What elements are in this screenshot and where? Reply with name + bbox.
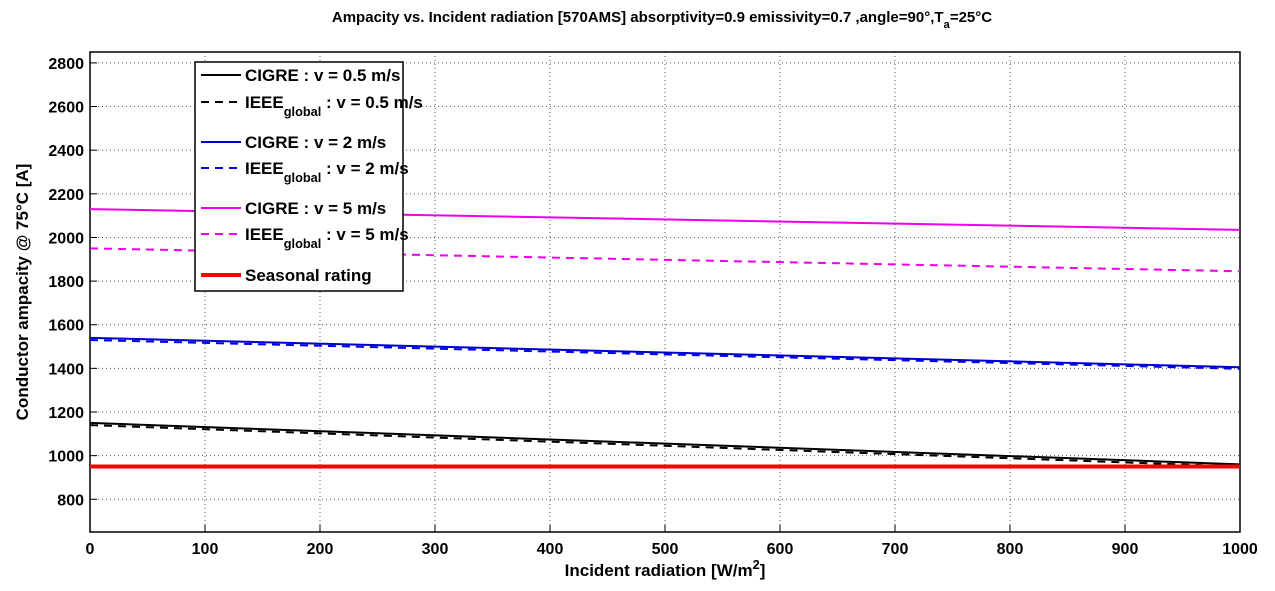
text-part: Ampacity vs. Incident radiation [570AMS]… [332, 9, 944, 26]
y-axis-label: Conductor ampacity @ 75°C [A] [13, 164, 32, 421]
text-part: : v = 2 m/s [321, 159, 408, 178]
legend-label: IEEEglobal : v = 2 m/s [245, 159, 409, 185]
text-part: IEEE [245, 93, 284, 112]
text-part: ] [760, 561, 766, 580]
y-tick-label: 2200 [48, 187, 84, 204]
x-tick-label: 0 [86, 541, 95, 558]
legend-label: CIGRE : v = 5 m/s [245, 199, 386, 218]
series-line [89, 336, 1241, 369]
series-line [89, 247, 1241, 273]
subscript: global [284, 236, 322, 251]
y-tick-label: 1800 [48, 274, 84, 291]
text-part: Incident radiation [W/m [565, 561, 753, 580]
series-line [89, 421, 1241, 466]
x-tick-label: 300 [422, 541, 449, 558]
chart-title: Ampacity vs. Incident radiation [570AMS]… [332, 9, 992, 31]
y-tick-label: 2000 [48, 230, 84, 247]
x-axis-label: Incident radiation [W/m2] [565, 557, 766, 581]
y-tick-label: 1000 [48, 449, 84, 466]
text-part: IEEE [245, 225, 284, 244]
text-part: : v = 5 m/s [321, 225, 408, 244]
y-tick-label: 1200 [48, 405, 84, 422]
x-tick-label: 100 [192, 541, 219, 558]
legend-box [194, 61, 404, 292]
series-line [89, 424, 1241, 468]
subscript: global [284, 104, 322, 119]
y-tick-label: 1400 [48, 361, 84, 378]
text-part: =25°C [950, 9, 992, 26]
x-tick-label: 600 [767, 541, 794, 558]
y-tick-label: 2400 [48, 143, 84, 160]
legend-label: IEEEglobal : v = 5 m/s [245, 225, 409, 251]
subscript: a [944, 19, 951, 31]
y-tick-label: 800 [57, 492, 84, 509]
text-part: IEEE [245, 159, 284, 178]
x-tick-label: 700 [882, 541, 909, 558]
text-part: : v = 0.5 m/s [321, 93, 423, 112]
superscript: 2 [753, 557, 760, 572]
x-tick-label: 500 [652, 541, 679, 558]
x-tick-label: 400 [537, 541, 564, 558]
x-tick-label: 1000 [1222, 541, 1258, 558]
series-line [89, 339, 1241, 370]
x-tick-label: 800 [997, 541, 1024, 558]
x-tick-label: 200 [307, 541, 334, 558]
x-tick-label: 900 [1112, 541, 1139, 558]
y-tick-label: 2600 [48, 100, 84, 117]
axes-frame [89, 51, 1241, 533]
legend-label: CIGRE : v = 0.5 m/s [245, 66, 400, 85]
legend-label: Seasonal rating [245, 266, 372, 285]
subscript: global [284, 170, 322, 185]
y-tick-label: 2800 [48, 56, 84, 73]
y-tick-label: 1600 [48, 318, 84, 335]
legend-label: CIGRE : v = 2 m/s [245, 133, 386, 152]
legend-label: IEEEglobal : v = 0.5 m/s [245, 93, 423, 119]
